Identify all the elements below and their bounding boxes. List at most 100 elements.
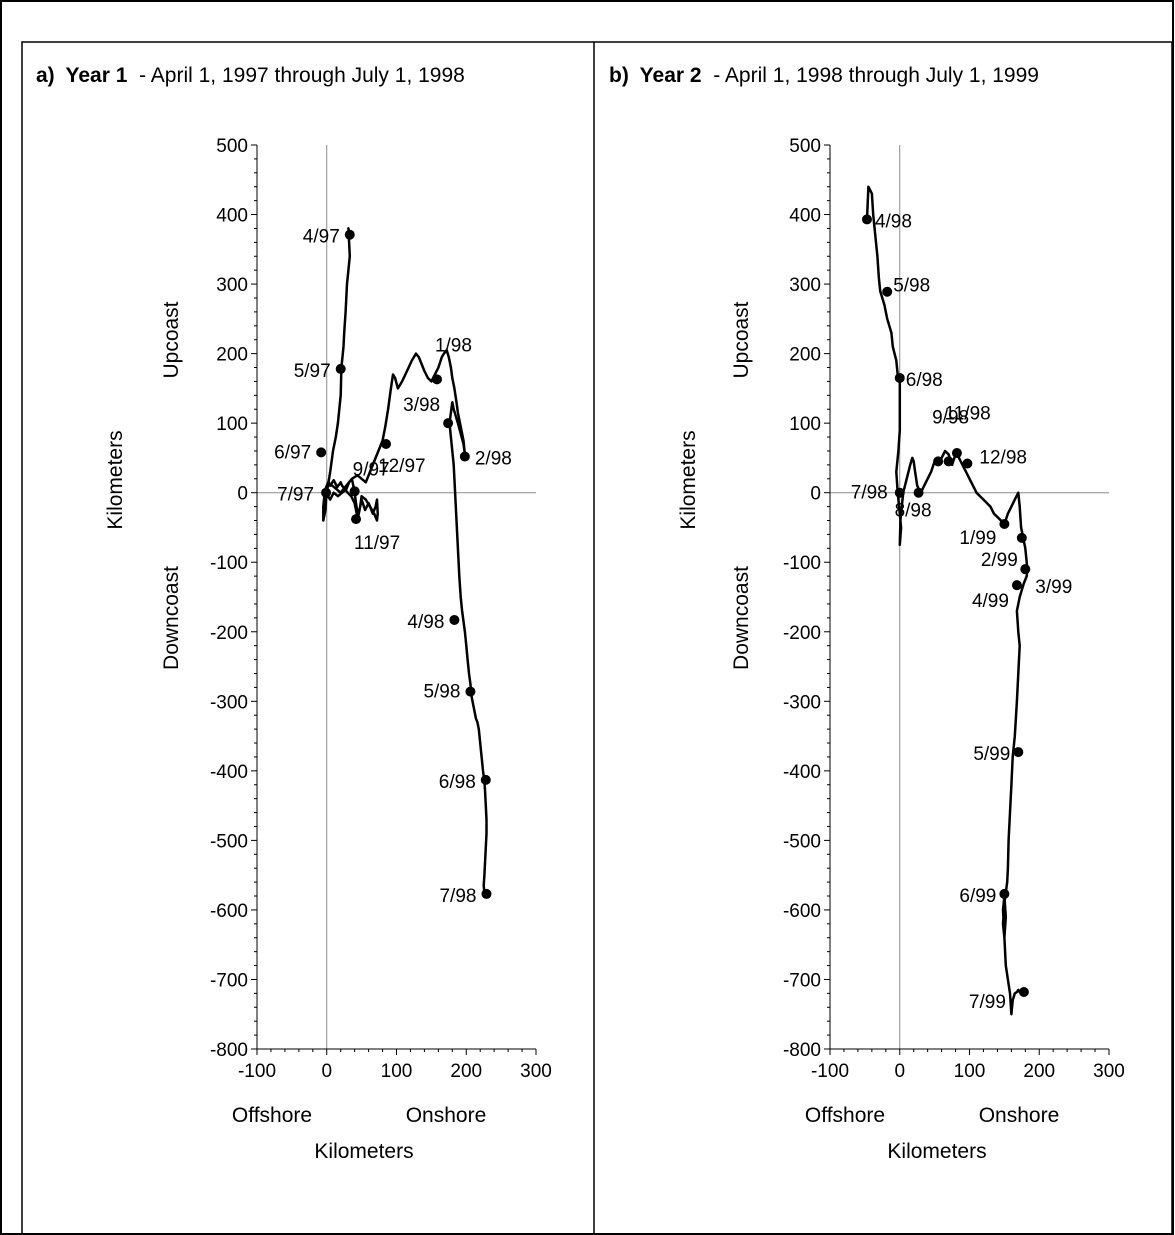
month-label: 1/99 — [959, 528, 996, 549]
chart-panel-a: 500 400 300 200 100 0 -100 -200 -300 -400 -500 -600… — [104, 136, 552, 1163]
y-tick-label: 0 — [810, 484, 821, 505]
y-axis-upcoast-label: Upcoast — [730, 301, 753, 378]
y-tick-label: -300 — [783, 692, 821, 713]
y-tick-label: -600 — [783, 901, 821, 922]
y-tick-label: -800 — [210, 1040, 248, 1061]
y-tick-label: -400 — [210, 762, 248, 783]
panel-b-title-bold: Year 2 — [640, 64, 702, 87]
month-label: 5/98 — [893, 276, 930, 297]
y-tick-label: -300 — [210, 692, 248, 713]
month-label: 7/99 — [969, 992, 1006, 1013]
y-tick-label: -700 — [783, 970, 821, 991]
month-marker — [951, 448, 962, 459]
month-marker — [321, 487, 332, 498]
month-label: 3/99 — [1035, 577, 1072, 598]
month-marker — [1013, 747, 1024, 758]
month-label: 8/98 — [895, 501, 932, 522]
month-label: 11/98 — [945, 403, 991, 424]
x-tick-label: 100 — [954, 1061, 986, 1082]
month-label: 7/98 — [851, 483, 888, 504]
month-label: 9/98 — [932, 407, 969, 428]
y-tick-label: 200 — [789, 345, 821, 366]
month-marker — [1018, 986, 1029, 997]
y-tick-label: 0 — [237, 484, 248, 505]
month-label: 4/99 — [972, 591, 1009, 612]
month-label: 4/97 — [303, 227, 340, 248]
month-marker — [1020, 564, 1031, 575]
chart-panel-b: 500 400 300 200 100 0 -100 -200 -300 -400 -500 -600… — [677, 136, 1125, 1163]
y-tick-label: -600 — [210, 901, 248, 922]
panel-a-title-bold: Year 1 — [66, 64, 128, 87]
month-label: 6/98 — [906, 370, 943, 391]
x-tick-label: -100 — [238, 1061, 276, 1082]
panel-a-title: a) Year 1 - April 1, 1997 through July 1… — [36, 64, 465, 87]
y-tick-label: -100 — [783, 553, 821, 574]
x-axis-title: Kilometers — [887, 1140, 986, 1163]
y-tick-label: -500 — [783, 831, 821, 852]
x-axis-onshore-label: Onshore — [979, 1104, 1060, 1127]
y-tick-label: -200 — [210, 623, 248, 644]
x-axis-title: Kilometers — [314, 1140, 413, 1163]
month-marker — [481, 888, 492, 899]
month-label: 6/98 — [439, 772, 476, 793]
month-marker — [962, 458, 973, 469]
month-marker — [431, 374, 442, 385]
month-marker — [351, 514, 362, 525]
month-label: 9/97 — [353, 459, 390, 480]
month-label: 5/99 — [973, 744, 1010, 765]
y-axis-downcoast-label: Downcoast — [160, 566, 183, 670]
month-label: 5/98 — [423, 682, 460, 703]
month-marker — [349, 486, 360, 497]
y-tick-label: 400 — [216, 206, 248, 227]
y-axis-title: Kilometers — [677, 430, 700, 529]
panels-frame — [21, 41, 1173, 1235]
month-label: 7/97 — [277, 485, 314, 506]
month-marker — [465, 686, 476, 697]
y-tick-label: -800 — [783, 1040, 821, 1061]
trajectory-line — [865, 185, 1029, 1016]
month-label: 6/97 — [274, 442, 311, 463]
month-marker — [894, 487, 905, 498]
month-label: 7/98 — [439, 886, 476, 907]
month-marker — [894, 372, 905, 383]
x-tick-label: 200 — [1023, 1061, 1055, 1082]
x-tick-label: 200 — [450, 1061, 482, 1082]
panel-a-label: a) — [36, 64, 55, 87]
y-tick-label: 100 — [216, 414, 248, 435]
month-label: 3/98 — [403, 395, 440, 416]
month-marker — [335, 363, 346, 374]
month-label: 1/98 — [435, 335, 472, 356]
y-axis-downcoast-label: Downcoast — [730, 566, 753, 670]
panel-b-title-rest: - April 1, 1998 through July 1, 1999 — [707, 64, 1039, 87]
month-label: 2/99 — [981, 550, 1018, 571]
month-marker — [316, 447, 327, 458]
month-label: 11/97 — [354, 533, 400, 554]
month-marker — [459, 451, 470, 462]
x-axis-offshore-label: Offshore — [232, 1104, 312, 1127]
y-tick-label: 500 — [216, 136, 248, 157]
x-axis-onshore-label: Onshore — [406, 1104, 487, 1127]
y-tick-label: -400 — [783, 762, 821, 783]
month-label: 12/98 — [979, 447, 1027, 468]
panel-a-title-rest: - April 1, 1997 through July 1, 1998 — [133, 64, 465, 87]
month-label: 4/98 — [875, 211, 912, 232]
panel-b-label: b) — [609, 64, 629, 87]
x-tick-label: 300 — [520, 1061, 552, 1082]
y-tick-label: -500 — [210, 831, 248, 852]
y-tick-label: -100 — [210, 553, 248, 574]
x-tick-label: 300 — [1093, 1061, 1125, 1082]
month-marker — [1011, 580, 1022, 591]
x-tick-label: 100 — [381, 1061, 413, 1082]
panel-b-title: b) Year 2 - April 1, 1998 through July 1… — [609, 64, 1039, 87]
x-tick-label: 0 — [321, 1061, 332, 1082]
month-marker — [1016, 532, 1027, 543]
x-axis-offshore-label: Offshore — [805, 1104, 885, 1127]
month-label: 5/97 — [294, 361, 331, 382]
y-tick-label: 100 — [789, 414, 821, 435]
y-axis-upcoast-label: Upcoast — [160, 301, 183, 378]
month-label: 12/97 — [378, 456, 426, 477]
month-marker — [913, 487, 924, 498]
y-tick-label: 200 — [216, 345, 248, 366]
